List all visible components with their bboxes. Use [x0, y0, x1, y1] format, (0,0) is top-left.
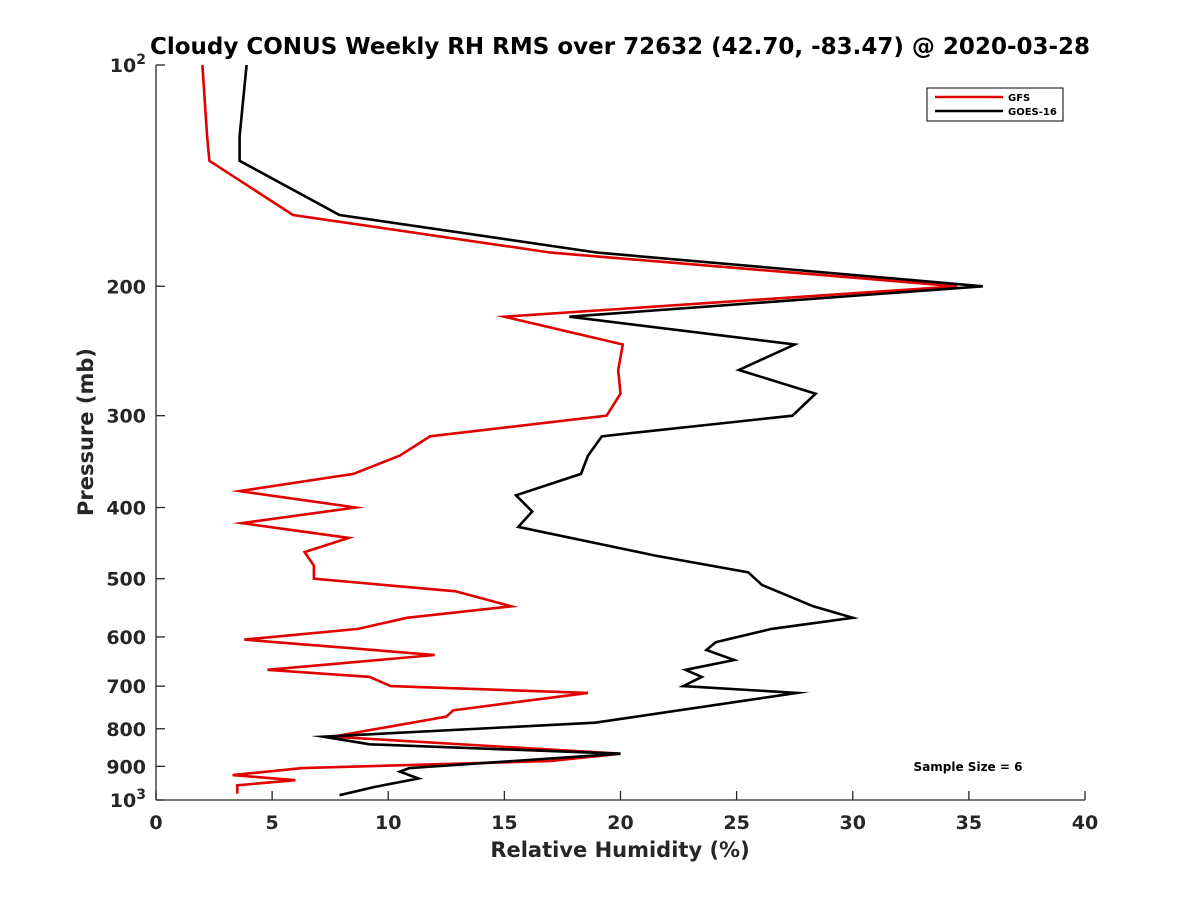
legend-box [926, 87, 1064, 122]
x-tick-label: 0 [149, 812, 162, 834]
x-tick-label: 5 [266, 812, 279, 834]
y-tick-label: 200 [106, 276, 146, 298]
x-tick-label: 35 [956, 812, 982, 834]
legend-label-gfs: GFS [1008, 93, 1030, 104]
y-tick-label: 800 [106, 719, 146, 741]
plot-area: 0 5 10 15 20 25 30 35 40 102 200 300 400 500 600 700 800… [106, 52, 1098, 834]
x-tick-label: 40 [1072, 812, 1098, 834]
x-axis-label: Relative Humidity (%) [490, 838, 749, 862]
y-tick-label: 400 [106, 498, 146, 520]
x-tick-label: 25 [723, 812, 749, 834]
y-tick-label: 500 [106, 569, 146, 591]
y-tick-label: 900 [106, 756, 146, 778]
y-tick-label: 103 [110, 787, 146, 812]
y-axis-label: Pressure (mb) [74, 348, 98, 516]
x-tick-label: 15 [491, 812, 517, 834]
y-tick-label: 600 [106, 627, 146, 649]
y-tick-label: 102 [110, 52, 146, 77]
chart-title: Cloudy CONUS Weekly RH RMS over 72632 (4… [150, 34, 1090, 60]
axes-layer: 0 5 10 15 20 25 30 35 40 102 200 300 400 500 600 700 800… [106, 52, 1098, 834]
y-tick-label: 300 [106, 406, 146, 428]
series-line-goes16 [238, 64, 983, 797]
y-tick-label: 700 [106, 676, 146, 698]
legend: GFS GOES-16 [926, 87, 1064, 122]
series-layer [201, 64, 983, 797]
legend-label-goes16: GOES-16 [1008, 107, 1057, 118]
x-tick-label: 20 [607, 812, 633, 834]
x-tick-label: 10 [375, 812, 401, 834]
sample-size-annotation: Sample Size = 6 [914, 760, 1023, 774]
x-tick-label: 30 [840, 812, 866, 834]
series-line-gfs [201, 64, 958, 794]
